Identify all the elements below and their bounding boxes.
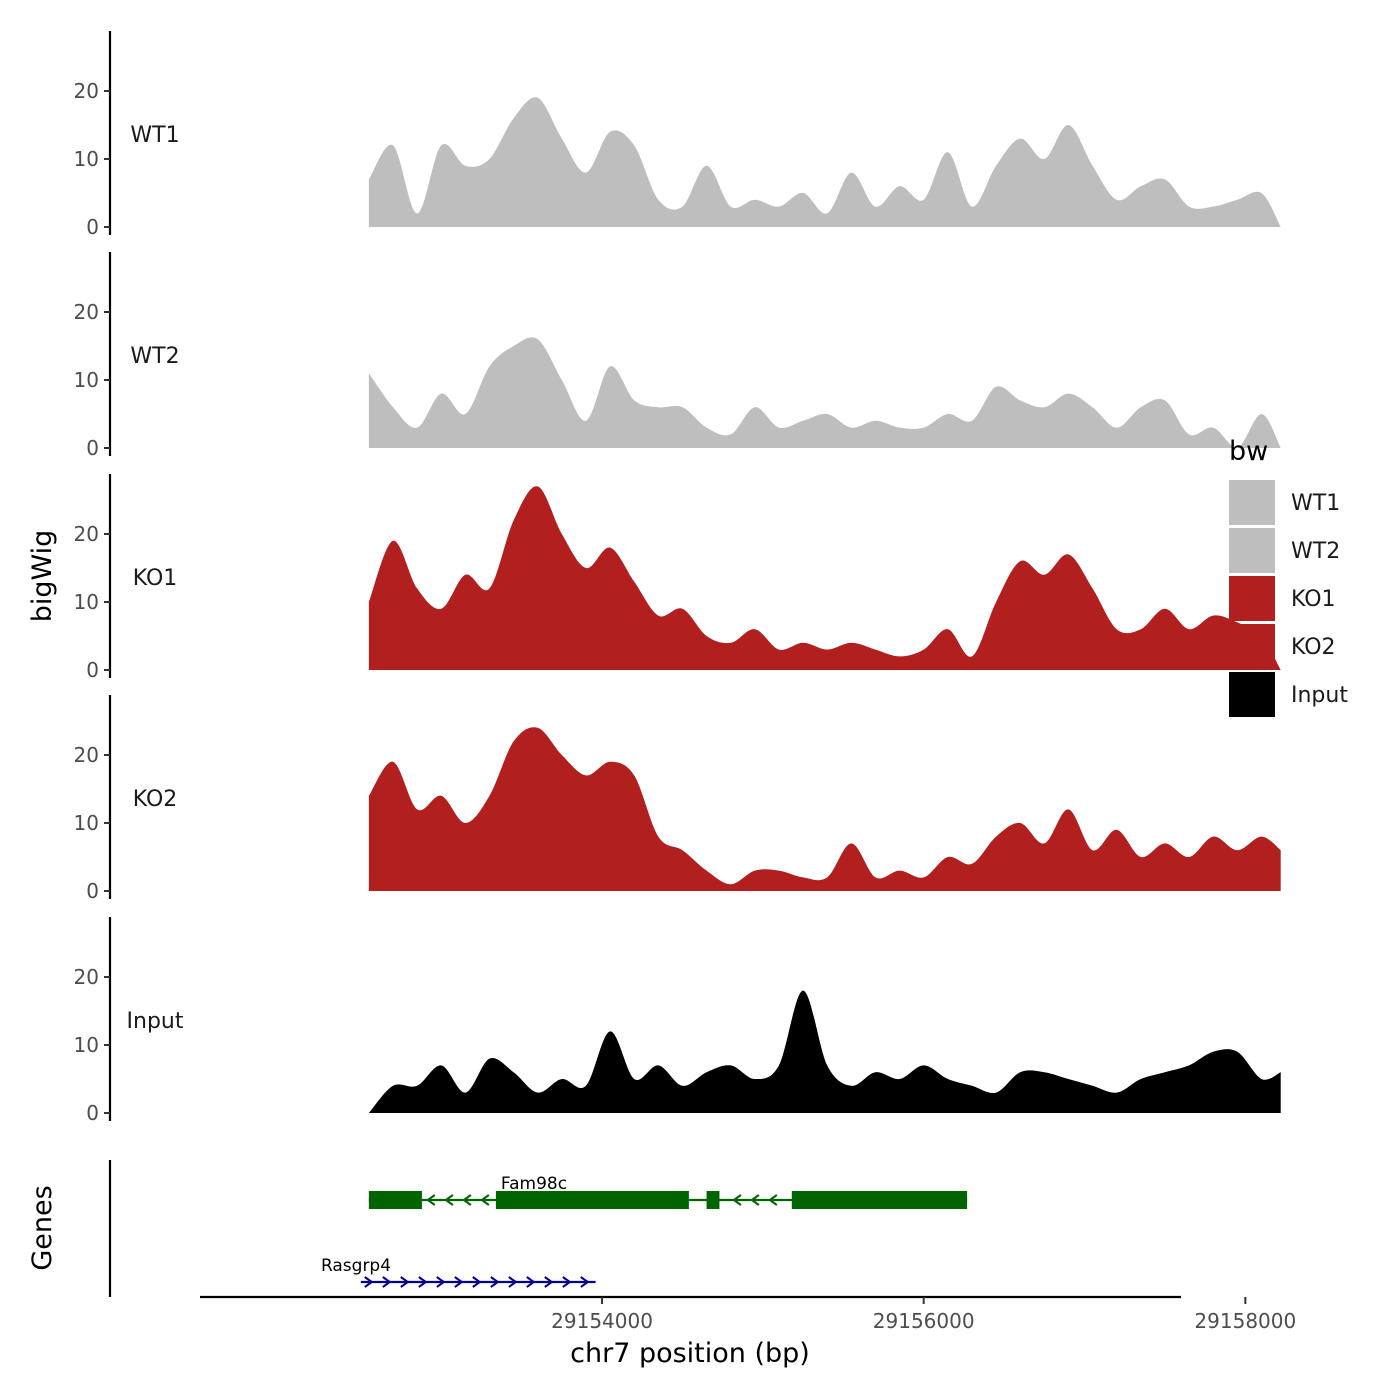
- legend-swatch: [1229, 672, 1275, 717]
- legend-item-ko1: KO1: [1229, 576, 1336, 621]
- gene-exon: [368, 1191, 422, 1209]
- y-tick-label: 10: [74, 368, 99, 392]
- legend-item-wt1: WT1: [1229, 480, 1340, 525]
- strand-arrow: [562, 1276, 572, 1288]
- strand-arrow: [508, 1276, 518, 1288]
- strand-arrow: [418, 1276, 428, 1288]
- genes-axis-title: Genes: [27, 1185, 58, 1270]
- strand-arrow: [480, 1194, 490, 1206]
- x-tick-label: 29156000: [873, 1309, 975, 1333]
- strand-arrow: [454, 1276, 464, 1288]
- legend-item-wt2: WT2: [1229, 528, 1340, 573]
- strand-arrow: [364, 1276, 374, 1288]
- track-label: Input: [127, 1009, 184, 1034]
- y-tick-label: 0: [86, 436, 99, 460]
- y-tick-label: 0: [86, 658, 99, 682]
- legend-label: KO2: [1291, 635, 1336, 660]
- gene-exon: [495, 1191, 689, 1209]
- x-tick-label: 29154000: [551, 1309, 653, 1333]
- strand-arrow: [400, 1276, 410, 1288]
- x-tick-label: 29158000: [1194, 1309, 1296, 1333]
- legend-label: WT1: [1291, 491, 1340, 516]
- legend-swatch: [1229, 624, 1275, 669]
- strand-arrow: [750, 1194, 760, 1206]
- gene-label: Rasgrp4: [321, 1256, 391, 1276]
- strand-arrow: [462, 1194, 472, 1206]
- strand-arrow: [732, 1194, 742, 1206]
- strand-arrow: [426, 1194, 436, 1206]
- x-axis-title: chr7 position (bp): [570, 1338, 810, 1369]
- strand-arrow: [526, 1276, 536, 1288]
- signal-area-ko1: [368, 486, 1281, 670]
- y-tick-label: 20: [74, 79, 99, 103]
- gene-fam98c: Fam98c: [368, 1174, 968, 1209]
- track-label: KO1: [133, 566, 178, 591]
- y-tick-label: 20: [74, 300, 99, 324]
- legend-label: WT2: [1291, 539, 1340, 564]
- signal-area-wt1: [368, 97, 1281, 227]
- strand-arrow: [436, 1276, 446, 1288]
- y-tick-label: 20: [74, 965, 99, 989]
- signal-area-wt2: [368, 337, 1281, 448]
- legend-swatch: [1229, 528, 1275, 573]
- gene-exon: [791, 1191, 968, 1209]
- legend-title: bw: [1229, 436, 1268, 467]
- track-wt1: 0 10 20 WT1: [74, 31, 1281, 239]
- x-axis: 29154000 29156000 29158000: [200, 1295, 1296, 1333]
- track-wt2: 0 10 20 WT2: [74, 252, 1281, 460]
- signal-tracks: 0 10 20 WT1 0 10 20 WT2 0 10 20 KO1 0 10 20 KO2 0 10 20 Inp…: [74, 31, 1281, 1125]
- strand-arrow: [544, 1276, 554, 1288]
- track-input: 0 10 20 Input: [74, 917, 1281, 1125]
- y-tick-label: 20: [74, 522, 99, 546]
- track-label: WT2: [130, 344, 179, 369]
- strand-arrow: [490, 1276, 500, 1288]
- gene-annotation-panel: Fam98c Rasgrp4: [108, 1160, 968, 1297]
- legend-item-ko2: KO2: [1229, 624, 1336, 669]
- legend-label: KO1: [1291, 587, 1336, 612]
- gene-rasgrp4: Rasgrp4: [321, 1256, 596, 1288]
- track-label: WT1: [130, 123, 179, 148]
- legend-item-input: Input: [1229, 672, 1348, 717]
- strand-arrow: [580, 1276, 590, 1288]
- gene-label: Fam98c: [501, 1174, 567, 1194]
- legend-swatch: [1229, 576, 1275, 621]
- track-ko1: 0 10 20 KO1: [74, 474, 1281, 682]
- y-tick-label: 10: [74, 1033, 99, 1057]
- y-tick-label: 10: [74, 590, 99, 614]
- strand-arrow: [768, 1194, 778, 1206]
- legend-swatch: [1229, 480, 1275, 525]
- y-tick-label: 10: [74, 811, 99, 835]
- legend-label: Input: [1291, 683, 1348, 708]
- gene-exon: [706, 1191, 720, 1209]
- y-tick-label: 10: [74, 147, 99, 171]
- legend: bw WT1 WT2 KO1 KO2 Input: [1229, 436, 1348, 717]
- signal-area-input: [368, 990, 1281, 1113]
- y-tick-label: 20: [74, 743, 99, 767]
- strand-arrow: [444, 1194, 454, 1206]
- signal-area-ko2: [368, 727, 1281, 891]
- y-tick-label: 0: [86, 1101, 99, 1125]
- strand-arrow: [382, 1276, 392, 1288]
- y-tick-label: 0: [86, 879, 99, 903]
- track-label: KO2: [133, 787, 178, 812]
- strand-arrow: [472, 1276, 482, 1288]
- y-axis-title: bigWig: [27, 530, 58, 623]
- y-tick-label: 0: [86, 215, 99, 239]
- track-ko2: 0 10 20 KO2: [74, 695, 1281, 903]
